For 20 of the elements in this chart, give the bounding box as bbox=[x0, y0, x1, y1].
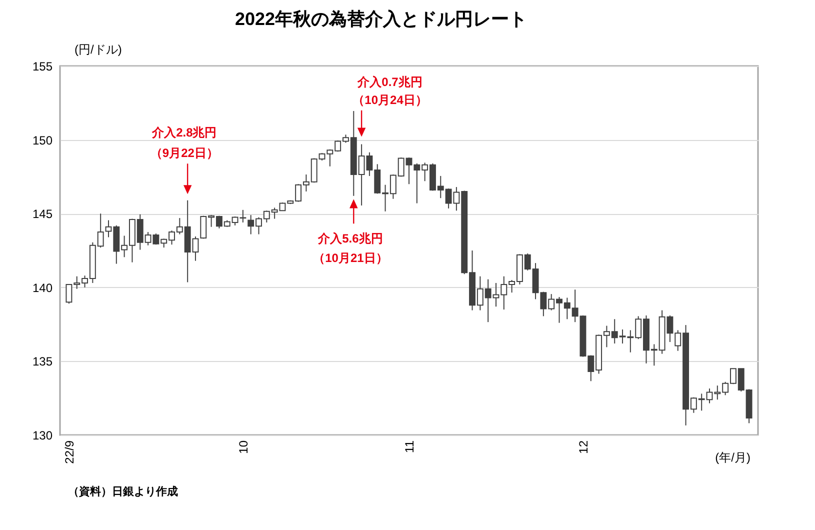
x-tick-label: 10 bbox=[236, 440, 250, 454]
x-axis-title: (年/月) bbox=[715, 450, 750, 464]
annotation: 介入0.7兆円 bbox=[356, 75, 422, 90]
y-tick-label: 135 bbox=[32, 354, 53, 369]
x-tick-label: 12 bbox=[576, 440, 590, 454]
annotation: 介入5.6兆円 bbox=[317, 232, 383, 246]
y-tick-label: 150 bbox=[32, 133, 53, 148]
y-tick-label: 140 bbox=[32, 280, 53, 295]
x-tick-label: 22/9 bbox=[62, 440, 76, 464]
y-tick-label: 155 bbox=[32, 60, 53, 74]
y-axis-title: (円/ドル) bbox=[74, 42, 122, 56]
annotation: 介入2.8兆円 bbox=[151, 125, 217, 140]
chart-title: 2022年秋の為替介入とドル円レート bbox=[234, 9, 528, 29]
y-tick-label: 130 bbox=[32, 428, 53, 442]
text: （資料）日銀より作成 bbox=[68, 485, 178, 498]
x-tick-label: 11 bbox=[402, 440, 416, 453]
annotation: （10月21日） bbox=[313, 250, 388, 265]
annotation: （9月22日） bbox=[150, 146, 218, 160]
annotation: （10月24日） bbox=[352, 92, 428, 107]
y-tick-label: 145 bbox=[32, 207, 53, 222]
